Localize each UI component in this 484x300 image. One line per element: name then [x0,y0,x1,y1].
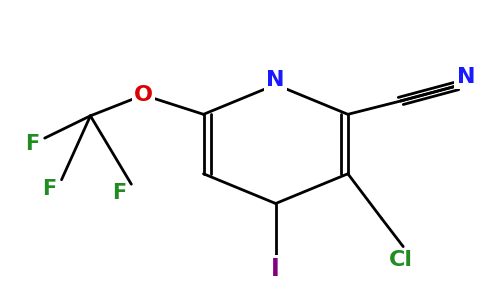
Text: F: F [43,178,57,199]
Text: I: I [272,257,280,281]
Text: F: F [26,134,40,154]
Text: Cl: Cl [389,250,413,270]
Text: N: N [266,70,285,90]
Text: N: N [456,67,475,87]
Text: F: F [112,183,126,203]
Text: O: O [134,85,153,105]
